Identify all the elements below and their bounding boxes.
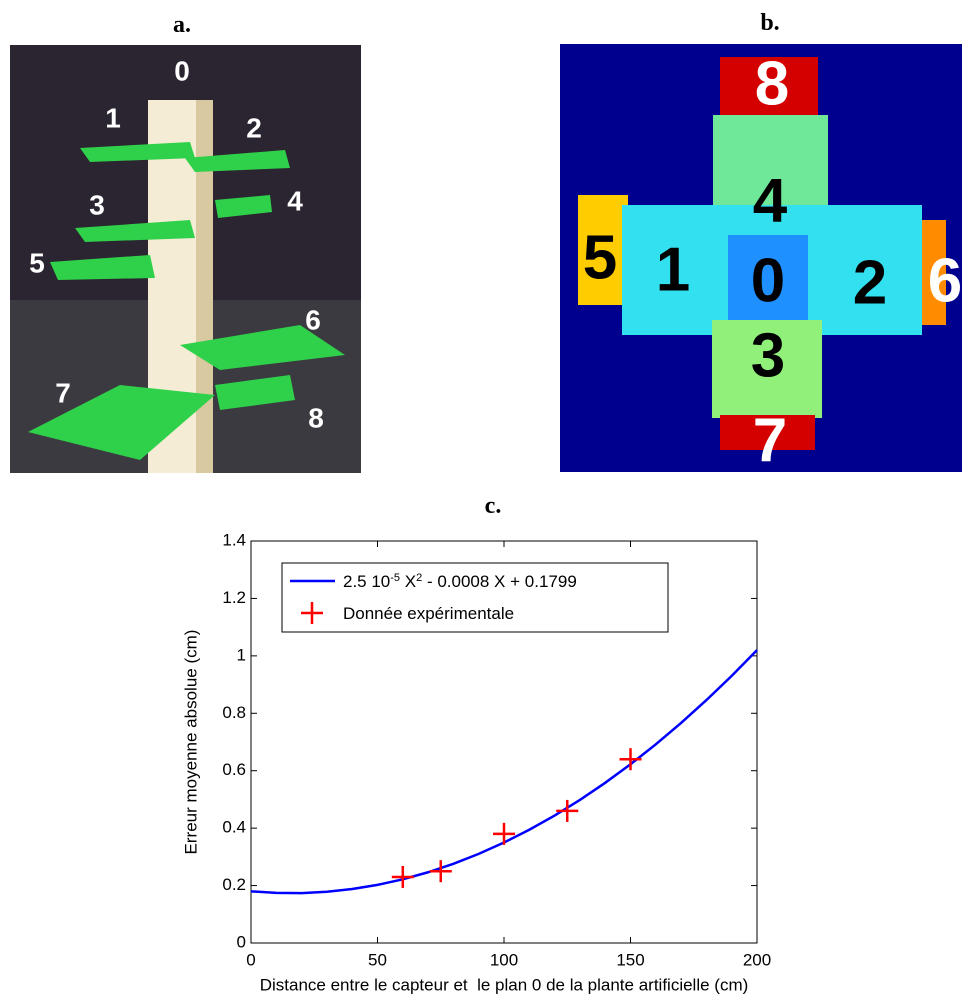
y-tick-label: 1 (237, 645, 246, 664)
y-tick-label: 0.4 (222, 818, 246, 837)
data-point (391, 865, 414, 888)
y-tick-label: 1.4 (222, 530, 246, 549)
leaf-number: 6 (928, 246, 962, 315)
legend-text-part: 2 (416, 572, 422, 584)
leaf-number: 3 (751, 321, 785, 390)
leaf-number: 4 (753, 166, 788, 235)
data-point (619, 748, 642, 771)
leaf-number: 5 (29, 247, 45, 278)
panel-label: a. (173, 12, 191, 38)
legend-label: 2.5 10-5 X2 - 0.0008 X + 0.1799 (343, 572, 577, 591)
leaf-number: 0 (174, 55, 190, 86)
legend-text-part: X (400, 572, 416, 591)
y-tick-label: 0.6 (222, 760, 246, 779)
chart: 0 0.2 0.4 0.6 0.8 1 1.2 1.4 0 50 100 150 200 Distance… (181, 530, 771, 994)
x-axis-label: Distance entre le capteur et le plan 0 d… (260, 975, 749, 994)
y-axis-label: Erreur moyenne absolue (cm) (181, 630, 200, 855)
leaf-number: 2 (853, 248, 887, 317)
legend-label: Donnée expérimentale (343, 604, 514, 623)
legend: 2.5 10-5 X2 - 0.0008 X + 0.1799 Donnée ex… (281, 562, 669, 633)
data-point (556, 799, 579, 822)
leaf-number: 7 (55, 377, 71, 408)
panel-label: c. (485, 493, 502, 519)
leaf-number: 8 (755, 49, 789, 118)
leaf-number: 0 (751, 246, 785, 315)
segmentation-image (560, 44, 962, 472)
data-point (429, 860, 452, 883)
leaf-number: 6 (305, 304, 321, 335)
leaf-number: 7 (753, 406, 787, 475)
x-tick-label: 100 (490, 950, 518, 969)
leaf-number: 5 (583, 223, 617, 292)
x-tick-label: 0 (246, 950, 255, 969)
leaf-number: 4 (287, 185, 303, 216)
leaf-number: 2 (246, 112, 262, 143)
legend-box (281, 562, 669, 633)
legend-text-part: -5 (390, 572, 400, 584)
x-tick-label: 50 (368, 950, 387, 969)
data-point (493, 822, 515, 845)
legend-text-part: Donnée expérimentale (343, 604, 514, 623)
y-tick-label: 0 (237, 932, 246, 951)
leaf-number: 1 (656, 235, 690, 304)
leaf-number: 8 (308, 402, 324, 433)
y-tick-label: 1.2 (222, 588, 246, 607)
panel-label: b. (760, 10, 779, 36)
leaf-number: 3 (89, 189, 105, 220)
x-tick-label: 200 (743, 950, 771, 969)
x-tick-label: 150 (616, 950, 644, 969)
y-tick-label: 0.2 (222, 875, 246, 894)
leaf-number: 1 (105, 102, 121, 133)
photo (10, 45, 361, 473)
y-tick-label: 0.8 (222, 703, 246, 722)
legend-text-part: 2.5 10 (343, 572, 390, 591)
legend-text-part: - 0.0008 X + 0.1799 (422, 572, 577, 591)
